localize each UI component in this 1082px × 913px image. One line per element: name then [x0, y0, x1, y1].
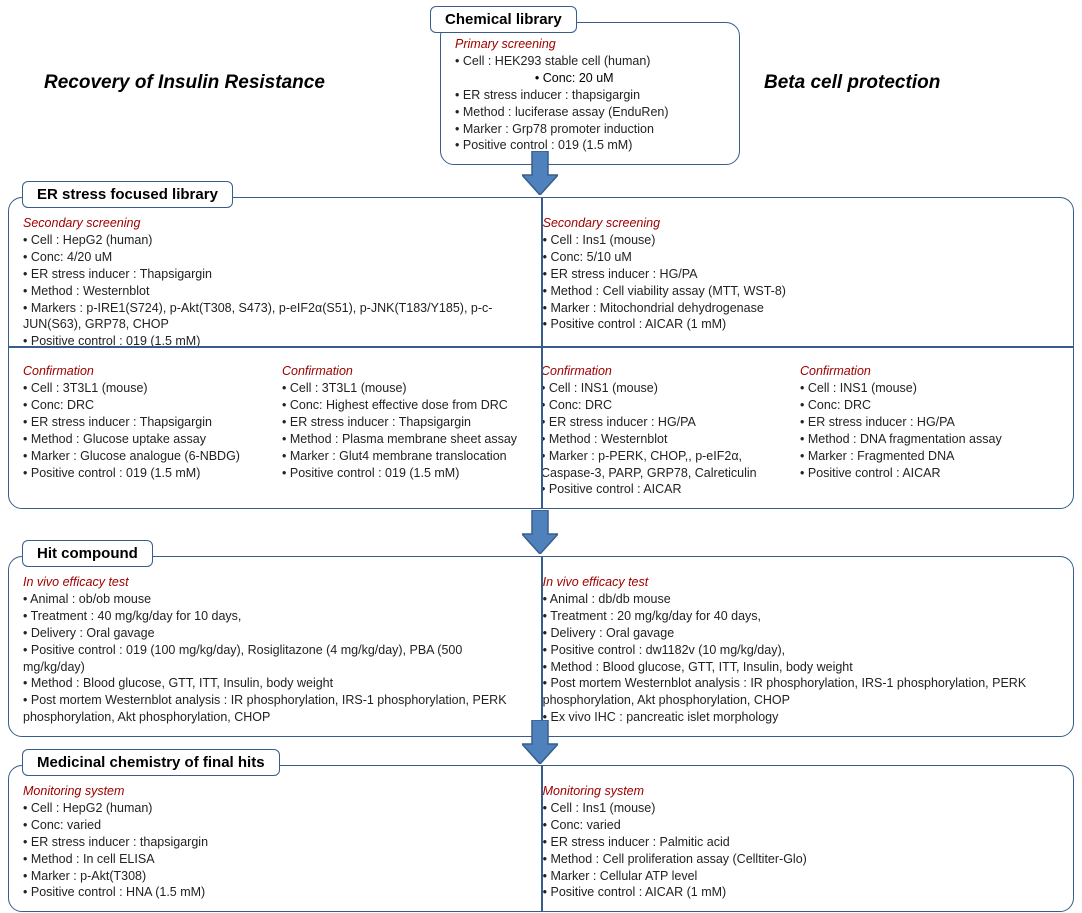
- title-beta-cell: Beta cell protection: [764, 72, 940, 94]
- list-item: Method : Westernblot: [23, 283, 519, 300]
- list-item: Delivery : Oral gavage: [23, 625, 519, 642]
- list-item: ER stress inducer : thapsigargin: [455, 87, 725, 104]
- list-item: Method : Cell proliferation assay (Cellt…: [543, 851, 1039, 868]
- box-medchem: Monitoring system Cell : HepG2 (human)Co…: [8, 765, 1074, 912]
- list-item: Cell : HEK293 stable cell (human): [455, 53, 725, 70]
- arrow-2: [522, 510, 558, 554]
- heading-invivo-right: In vivo efficacy test: [543, 575, 1039, 589]
- list-item: Ex vivo IHC : pancreatic islet morpholog…: [543, 709, 1039, 726]
- list-item: Conc: varied: [543, 817, 1039, 834]
- list-item: Markers : p-IRE1(S724), p-Akt(T308, S473…: [23, 300, 519, 334]
- list-item: Method : Glucose uptake assay: [23, 431, 274, 448]
- list-item: ER stress inducer : Thapsigargin: [23, 266, 519, 283]
- list-item: Conc: Highest effective dose from DRC: [282, 397, 533, 414]
- list-item: Method : Blood glucose, GTT, ITT, Insuli…: [543, 659, 1039, 676]
- list-item: Marker : Glut4 membrane translocation: [282, 448, 533, 465]
- list-item: Marker : Grp78 promoter induction: [455, 121, 725, 138]
- list-item: Method : Cell viability assay (MTT, WST-…: [543, 283, 1039, 300]
- list-item: Positive control : 019 (1.5 mM): [455, 137, 725, 154]
- list-item: Conc: 5/10 uM: [543, 249, 1039, 266]
- list-item: ER stress inducer : HG/PA: [543, 266, 1039, 283]
- label-hit-compound: Hit compound: [22, 540, 153, 567]
- arrow-3: [522, 720, 558, 764]
- heading-primary-screening: Primary screening: [455, 37, 725, 51]
- list-item: Conc: DRC: [541, 397, 792, 414]
- list-item: ER stress inducer : HG/PA: [800, 414, 1059, 431]
- list-item: Positive control : AICAR: [541, 481, 792, 498]
- list-item: Positive control : HNA (1.5 mM): [23, 884, 519, 901]
- list-item: Cell : HepG2 (human): [23, 232, 519, 249]
- label-er-stress-library: ER stress focused library: [22, 181, 233, 208]
- list-item: Positive control : dw1182v (10 mg/kg/day…: [543, 642, 1039, 659]
- list-item: Positive control : 019 (100 mg/kg/day), …: [23, 642, 519, 676]
- list-item: Marker : Cellular ATP level: [543, 868, 1039, 885]
- heading-monitoring-right: Monitoring system: [543, 784, 1039, 798]
- heading-confirmation-1: Confirmation: [23, 364, 274, 378]
- list-item: Marker : p-PERK, CHOP,, p-eIF2α, Caspase…: [541, 448, 792, 482]
- heading-secondary-left: Secondary screening: [23, 216, 519, 230]
- heading-confirmation-2: Confirmation: [282, 364, 533, 378]
- list-item: Delivery : Oral gavage: [543, 625, 1039, 642]
- list-item: Cell : HepG2 (human): [23, 800, 519, 817]
- label-chemical-library: Chemical library: [430, 6, 577, 33]
- title-recovery: Recovery of Insulin Resistance: [44, 72, 325, 94]
- box-hit-compound: In vivo efficacy test Animal : ob/ob mou…: [8, 556, 1074, 737]
- list-item: Treatment : 20 mg/kg/day for 40 days,: [543, 608, 1039, 625]
- box-primary-screening: Primary screening Cell : HEK293 stable c…: [440, 22, 740, 165]
- list-item: ER stress inducer : Thapsigargin: [282, 414, 533, 431]
- list-item: Post mortem Westernblot analysis : IR ph…: [23, 692, 519, 726]
- vline-er-center: [541, 198, 543, 508]
- list-item: Treatment : 40 mg/kg/day for 10 days,: [23, 608, 519, 625]
- list-item: Positive control : AICAR (1 mM): [543, 884, 1039, 901]
- heading-confirmation-3: Confirmation: [541, 364, 792, 378]
- list-item: Marker : Glucose analogue (6-NBDG): [23, 448, 274, 465]
- list-item: Post mortem Westernblot analysis : IR ph…: [543, 675, 1039, 709]
- list-item: Method : DNA fragmentation assay: [800, 431, 1059, 448]
- list-item: Positive control : 019 (1.5 mM): [23, 333, 519, 350]
- list-item: Positive control : 019 (1.5 mM): [23, 465, 274, 482]
- list-item: ER stress inducer : HG/PA: [541, 414, 792, 431]
- list-item: Animal : ob/ob mouse: [23, 591, 519, 608]
- list-item: Conc: 4/20 uM: [23, 249, 519, 266]
- heading-secondary-right: Secondary screening: [543, 216, 1039, 230]
- arrow-1: [522, 151, 558, 195]
- list-item: Animal : db/db mouse: [543, 591, 1039, 608]
- list-item: Marker : Fragmented DNA: [800, 448, 1059, 465]
- list-item: Method : In cell ELISA: [23, 851, 519, 868]
- list-item: Cell : 3T3L1 (mouse): [23, 380, 274, 397]
- list-item: ER stress inducer : Palmitic acid: [543, 834, 1039, 851]
- box-er-stress: Secondary screening Cell : HepG2 (human)…: [8, 197, 1074, 509]
- list-item: Positive control : AICAR: [800, 465, 1059, 482]
- list-item: Conc: varied: [23, 817, 519, 834]
- vline-hit-center: [541, 557, 543, 736]
- label-medchem: Medicinal chemistry of final hits: [22, 749, 280, 776]
- list-item: ER stress inducer : thapsigargin: [23, 834, 519, 851]
- heading-monitoring-left: Monitoring system: [23, 784, 519, 798]
- heading-invivo-left: In vivo efficacy test: [23, 575, 519, 589]
- list-item: Marker : Mitochondrial dehydrogenase: [543, 300, 1039, 317]
- list-item: Cell : INS1 (mouse): [541, 380, 792, 397]
- list-item: Cell : INS1 (mouse): [800, 380, 1059, 397]
- list-item: Positive control : AICAR (1 mM): [543, 316, 1039, 333]
- heading-confirmation-4: Confirmation: [800, 364, 1059, 378]
- list-item: Method : Westernblot: [541, 431, 792, 448]
- list-item: Marker : p-Akt(T308): [23, 868, 519, 885]
- list-item: Conc: DRC: [800, 397, 1059, 414]
- list-item: Cell : Ins1 (mouse): [543, 232, 1039, 249]
- list-item: • Conc: 20 uM: [455, 70, 725, 87]
- list-item: Positive control : 019 (1.5 mM): [282, 465, 533, 482]
- list-item: Cell : 3T3L1 (mouse): [282, 380, 533, 397]
- list-item: Method : luciferase assay (EnduRen): [455, 104, 725, 121]
- list-item: Method : Blood glucose, GTT, ITT, Insuli…: [23, 675, 519, 692]
- list-item: Method : Plasma membrane sheet assay: [282, 431, 533, 448]
- vline-medchem-center: [541, 766, 543, 911]
- list-item: Conc: DRC: [23, 397, 274, 414]
- list-item: ER stress inducer : Thapsigargin: [23, 414, 274, 431]
- list-item: Cell : Ins1 (mouse): [543, 800, 1039, 817]
